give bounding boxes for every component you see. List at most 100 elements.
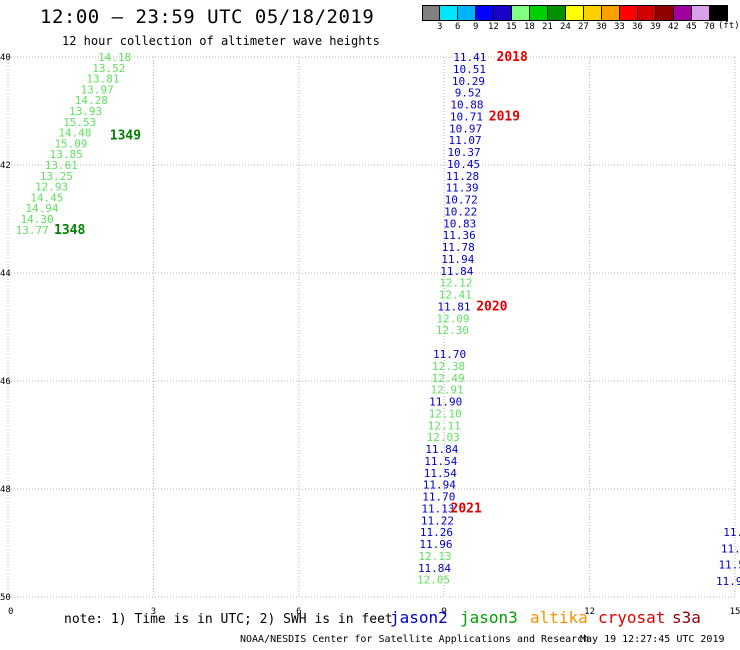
legend-item-altika: altika — [530, 608, 588, 627]
data-label: 11.41 — [453, 51, 486, 64]
y-tick-label: 46 — [0, 377, 11, 387]
data-label: 11.36 — [443, 229, 476, 242]
color-scale-label: 33 — [614, 22, 625, 32]
data-label: 12.09 — [436, 312, 469, 325]
data-label: 11.94 — [441, 253, 474, 266]
data-label: 14.28 — [75, 94, 108, 107]
data-label: 11.31 — [723, 526, 740, 539]
data-label: 12.12 — [439, 277, 472, 290]
color-swatch — [674, 5, 692, 21]
color-scale-label: 12 — [488, 22, 499, 32]
color-swatch — [710, 5, 728, 21]
data-label: 13.97 — [81, 83, 114, 96]
data-label: 10.51 — [453, 63, 486, 76]
data-label: 12.03 — [427, 431, 460, 444]
color-scale-label: 70 — [704, 22, 715, 32]
color-scale-label: 9 — [473, 22, 479, 32]
data-label: 12.10 — [429, 407, 462, 420]
color-swatch — [458, 5, 476, 21]
color-scale-label: 3 — [437, 22, 443, 32]
data-label: 12.91 — [431, 384, 464, 397]
data-label: 12.13 — [418, 550, 451, 563]
y-tick-label: 40 — [0, 53, 11, 63]
data-label: 12.38 — [432, 360, 465, 373]
data-label: 11.94 — [423, 479, 456, 492]
data-label: 11.54 — [424, 467, 457, 480]
legend-item-jason2: jason2 — [390, 608, 448, 627]
data-label: 13.25 — [40, 170, 73, 183]
y-tick-label: 42 — [0, 161, 11, 171]
annotation-label: 2021 — [451, 501, 482, 516]
color-scale-unit: (ft) — [718, 21, 740, 31]
data-label: 12.93 — [35, 181, 68, 194]
x-tick-label: 12 — [584, 607, 595, 617]
data-label: 10.29 — [452, 75, 485, 88]
data-label: 12.49 — [432, 372, 465, 385]
data-label: 11.22 — [421, 514, 454, 527]
data-label: 11.28 — [446, 170, 479, 183]
data-label: 14.30 — [21, 213, 54, 226]
color-scale-label: 36 — [632, 22, 643, 32]
y-tick-label: 44 — [0, 269, 11, 279]
data-label: 13.81 — [86, 73, 119, 86]
data-label: 11.81 — [437, 300, 470, 313]
x-tick-label: 9 — [441, 607, 446, 617]
data-label: 10.37 — [448, 146, 481, 159]
legend-item-jason3: jason3 — [460, 608, 518, 627]
y-tick-label: 50 — [0, 593, 11, 603]
data-label: 11.96 — [419, 538, 452, 551]
color-swatch — [638, 5, 656, 21]
data-label: 11.52 — [718, 559, 740, 572]
data-label: 9.52 — [455, 87, 482, 100]
color-scale — [422, 5, 728, 21]
data-label: 11.39 — [446, 182, 479, 195]
data-label: 13.77 — [16, 224, 49, 237]
data-label: 15.53 — [63, 116, 96, 129]
annotation-label: 1349 — [110, 128, 141, 143]
data-label: 13.61 — [45, 159, 78, 172]
page-title: 12:00 – 23:59 UTC 05/18/2019 — [40, 6, 375, 28]
color-scale-label: 15 — [506, 22, 517, 32]
color-swatch — [602, 5, 620, 21]
color-scale-label: 21 — [542, 22, 553, 32]
color-swatch — [692, 5, 710, 21]
footer-credit: NOAA/NESDIS Center for Satellite Applica… — [240, 634, 590, 645]
data-label: 11.84 — [440, 265, 473, 278]
color-swatch — [476, 5, 494, 21]
data-label: 10.97 — [449, 122, 482, 135]
y-tick-label: 48 — [0, 485, 11, 495]
x-tick-label: 15 — [730, 607, 740, 617]
color-swatch — [620, 5, 638, 21]
color-scale-label: 6 — [455, 22, 461, 32]
footnote: note: 1) Time is in UTC; 2) SWH is in fe… — [64, 612, 393, 627]
legend-item-cryosat: cryosat — [598, 608, 666, 627]
data-label: 11.40 — [721, 542, 740, 555]
data-label: 11.07 — [448, 134, 481, 147]
data-label: 13.93 — [69, 105, 102, 118]
annotation-label: 2020 — [476, 299, 507, 314]
color-swatch — [566, 5, 584, 21]
color-swatch — [584, 5, 602, 21]
color-swatch — [422, 5, 440, 21]
annotation-label: 1348 — [54, 223, 85, 238]
data-label: 14.48 — [58, 127, 91, 140]
color-swatch — [548, 5, 566, 21]
data-label: 12.11 — [428, 419, 461, 432]
footer: NOAA/NESDIS Center for Satellite Applica… — [240, 634, 725, 645]
data-label: 12.05 — [417, 574, 450, 587]
color-scale-label: 27 — [578, 22, 589, 32]
data-label: 14.45 — [30, 191, 63, 204]
data-label: 13.52 — [92, 62, 125, 75]
data-label: 11.84 — [425, 443, 458, 456]
color-swatch — [656, 5, 674, 21]
data-label: 11.13 — [421, 502, 454, 515]
color-scale-label: 39 — [650, 22, 661, 32]
color-scale-label: 42 — [668, 22, 679, 32]
data-label: 10.72 — [445, 194, 478, 207]
color-swatch — [530, 5, 548, 21]
data-label: 11.84 — [418, 562, 451, 575]
data-label: 10.83 — [443, 217, 476, 230]
data-label: 11.78 — [442, 241, 475, 254]
data-label: 10.45 — [447, 158, 480, 171]
x-tick-label: 0 — [8, 607, 13, 617]
